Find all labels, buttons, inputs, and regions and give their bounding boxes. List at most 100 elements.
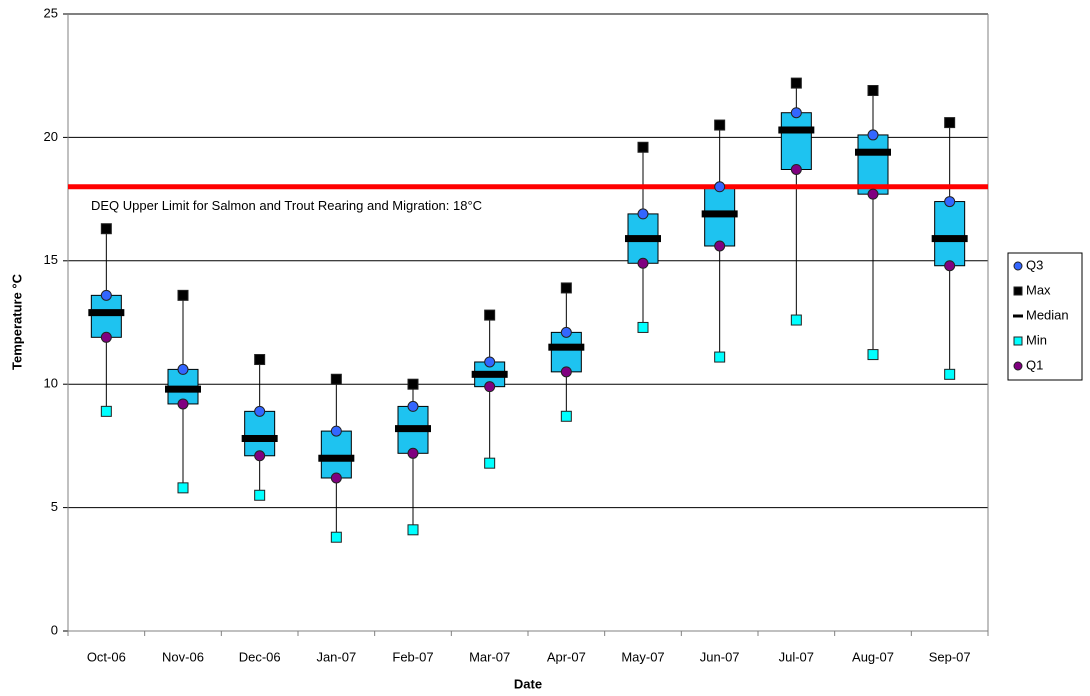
marker	[484, 309, 496, 321]
marker	[165, 385, 201, 393]
box	[934, 201, 966, 267]
marker	[637, 257, 649, 269]
legend-item: Max	[1013, 282, 1051, 297]
legend-label: Q1	[1026, 357, 1043, 372]
marker	[1013, 286, 1023, 296]
marker	[714, 119, 726, 131]
marker	[548, 343, 585, 351]
marker	[254, 354, 266, 366]
legend-item: Q3	[1013, 257, 1043, 272]
marker	[407, 378, 419, 390]
y-tick-label: 5	[51, 499, 58, 514]
legend-label: Max	[1026, 282, 1051, 297]
marker	[560, 282, 572, 294]
marker	[867, 85, 879, 97]
legend-item: Min	[1013, 332, 1047, 347]
marker	[931, 235, 968, 243]
marker	[637, 141, 649, 153]
x-tick-label: Jun-07	[700, 649, 740, 664]
marker	[241, 434, 278, 442]
marker	[254, 489, 266, 501]
box	[550, 331, 582, 373]
marker	[407, 400, 419, 412]
marker	[88, 309, 125, 317]
x-tick-label: Jan-07	[316, 649, 356, 664]
marker	[177, 482, 189, 494]
x-tick-label: May-07	[621, 649, 664, 664]
x-tick-label: Dec-06	[239, 649, 281, 664]
x-tick-label: Oct-06	[87, 649, 126, 664]
marker	[254, 450, 266, 462]
marker	[714, 240, 726, 252]
marker	[318, 454, 355, 462]
legend-item: Median	[1013, 307, 1069, 322]
box	[90, 294, 122, 338]
marker	[560, 326, 572, 338]
x-axis-label: Date	[514, 676, 542, 691]
y-axis-label: Temperature °C	[9, 273, 24, 370]
legend-label: Q3	[1026, 257, 1043, 272]
box	[780, 112, 812, 170]
marker	[637, 321, 649, 333]
marker	[330, 425, 342, 437]
marker	[484, 356, 496, 368]
x-tick-label: Feb-07	[392, 649, 433, 664]
marker	[944, 196, 956, 208]
x-tick-label: Nov-06	[162, 649, 204, 664]
marker	[100, 223, 112, 235]
marker	[330, 472, 342, 484]
legend-box	[1007, 252, 1083, 381]
legend-label: Median	[1026, 307, 1069, 322]
marker	[714, 181, 726, 193]
marker	[714, 351, 726, 363]
marker	[867, 349, 879, 361]
marker	[177, 398, 189, 410]
marker	[867, 129, 879, 141]
marker	[1013, 314, 1023, 318]
reference-label: DEQ Upper Limit for Salmon and Trout Rea…	[91, 198, 482, 213]
marker	[625, 235, 661, 243]
marker	[1013, 361, 1023, 371]
marker	[790, 314, 802, 326]
marker	[177, 289, 189, 301]
marker	[944, 117, 956, 129]
marker	[330, 531, 342, 543]
marker	[1013, 261, 1023, 271]
marker	[177, 363, 189, 375]
y-tick-label: 20	[44, 129, 58, 144]
marker	[484, 457, 496, 469]
y-tick-label: 10	[44, 376, 58, 391]
marker	[790, 163, 802, 175]
marker	[100, 331, 112, 343]
legend-label: Min	[1026, 332, 1047, 347]
legend-item: Q1	[1013, 357, 1043, 372]
y-tick-label: 0	[51, 622, 58, 637]
marker	[790, 107, 802, 119]
x-tick-label: Apr-07	[547, 649, 586, 664]
marker	[1013, 336, 1023, 346]
marker	[701, 210, 738, 218]
x-tick-label: Aug-07	[852, 649, 894, 664]
marker	[100, 405, 112, 417]
box	[244, 410, 276, 457]
marker	[867, 188, 879, 200]
y-tick-label: 25	[44, 5, 58, 20]
marker	[330, 373, 342, 385]
marker	[855, 148, 891, 156]
marker	[407, 524, 419, 536]
marker	[254, 405, 266, 417]
marker	[100, 289, 112, 301]
marker	[560, 366, 572, 378]
x-tick-label: Jul-07	[779, 649, 814, 664]
y-tick-label: 15	[44, 252, 58, 267]
marker	[484, 381, 496, 393]
marker	[560, 410, 572, 422]
marker	[471, 370, 508, 378]
marker	[407, 447, 419, 459]
box	[320, 430, 352, 479]
marker	[790, 77, 802, 89]
marker	[944, 260, 956, 272]
marker	[778, 126, 815, 134]
x-tick-label: Sep-07	[929, 649, 971, 664]
